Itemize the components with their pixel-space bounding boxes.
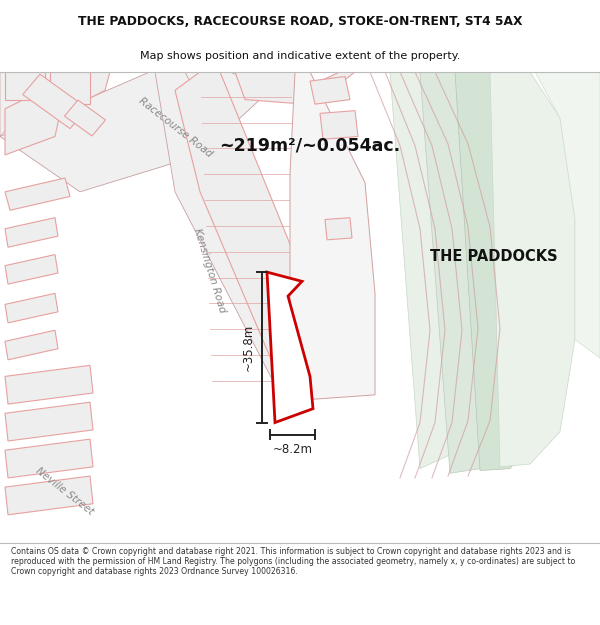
Polygon shape — [5, 254, 58, 284]
Polygon shape — [0, 72, 60, 136]
Polygon shape — [5, 439, 93, 478]
Text: Neville Street: Neville Street — [34, 466, 96, 518]
Polygon shape — [325, 217, 352, 240]
Polygon shape — [290, 72, 375, 399]
Text: Racecourse Road: Racecourse Road — [136, 96, 214, 159]
Polygon shape — [490, 72, 575, 467]
Polygon shape — [5, 293, 58, 323]
Polygon shape — [267, 272, 313, 422]
Text: THE PADDOCKS, RACECOURSE ROAD, STOKE-ON-TRENT, ST4 5AX: THE PADDOCKS, RACECOURSE ROAD, STOKE-ON-… — [78, 15, 522, 28]
Polygon shape — [23, 74, 87, 129]
Polygon shape — [535, 72, 600, 358]
Polygon shape — [5, 72, 110, 155]
Polygon shape — [5, 178, 70, 210]
Polygon shape — [300, 72, 355, 99]
Polygon shape — [320, 111, 358, 139]
Polygon shape — [64, 100, 106, 136]
Polygon shape — [310, 76, 350, 104]
Text: THE PADDOCKS: THE PADDOCKS — [430, 249, 557, 264]
Polygon shape — [5, 330, 58, 360]
Polygon shape — [50, 72, 90, 104]
Text: ~35.8m: ~35.8m — [241, 324, 254, 371]
Text: Contains OS data © Crown copyright and database right 2021. This information is : Contains OS data © Crown copyright and d… — [11, 547, 575, 576]
Polygon shape — [5, 476, 93, 515]
Polygon shape — [5, 72, 45, 99]
Polygon shape — [5, 366, 93, 404]
Polygon shape — [5, 217, 58, 248]
Polygon shape — [175, 72, 330, 404]
Polygon shape — [420, 72, 520, 473]
Text: ~8.2m: ~8.2m — [272, 442, 313, 456]
Polygon shape — [230, 72, 310, 104]
Text: Map shows position and indicative extent of the property.: Map shows position and indicative extent… — [140, 51, 460, 61]
Polygon shape — [155, 72, 310, 404]
Text: ~219m²/~0.054ac.: ~219m²/~0.054ac. — [220, 137, 401, 155]
Polygon shape — [455, 72, 550, 471]
Polygon shape — [390, 72, 500, 469]
Text: Kensington Road: Kensington Road — [193, 227, 227, 314]
Polygon shape — [0, 72, 270, 192]
Polygon shape — [5, 402, 93, 441]
